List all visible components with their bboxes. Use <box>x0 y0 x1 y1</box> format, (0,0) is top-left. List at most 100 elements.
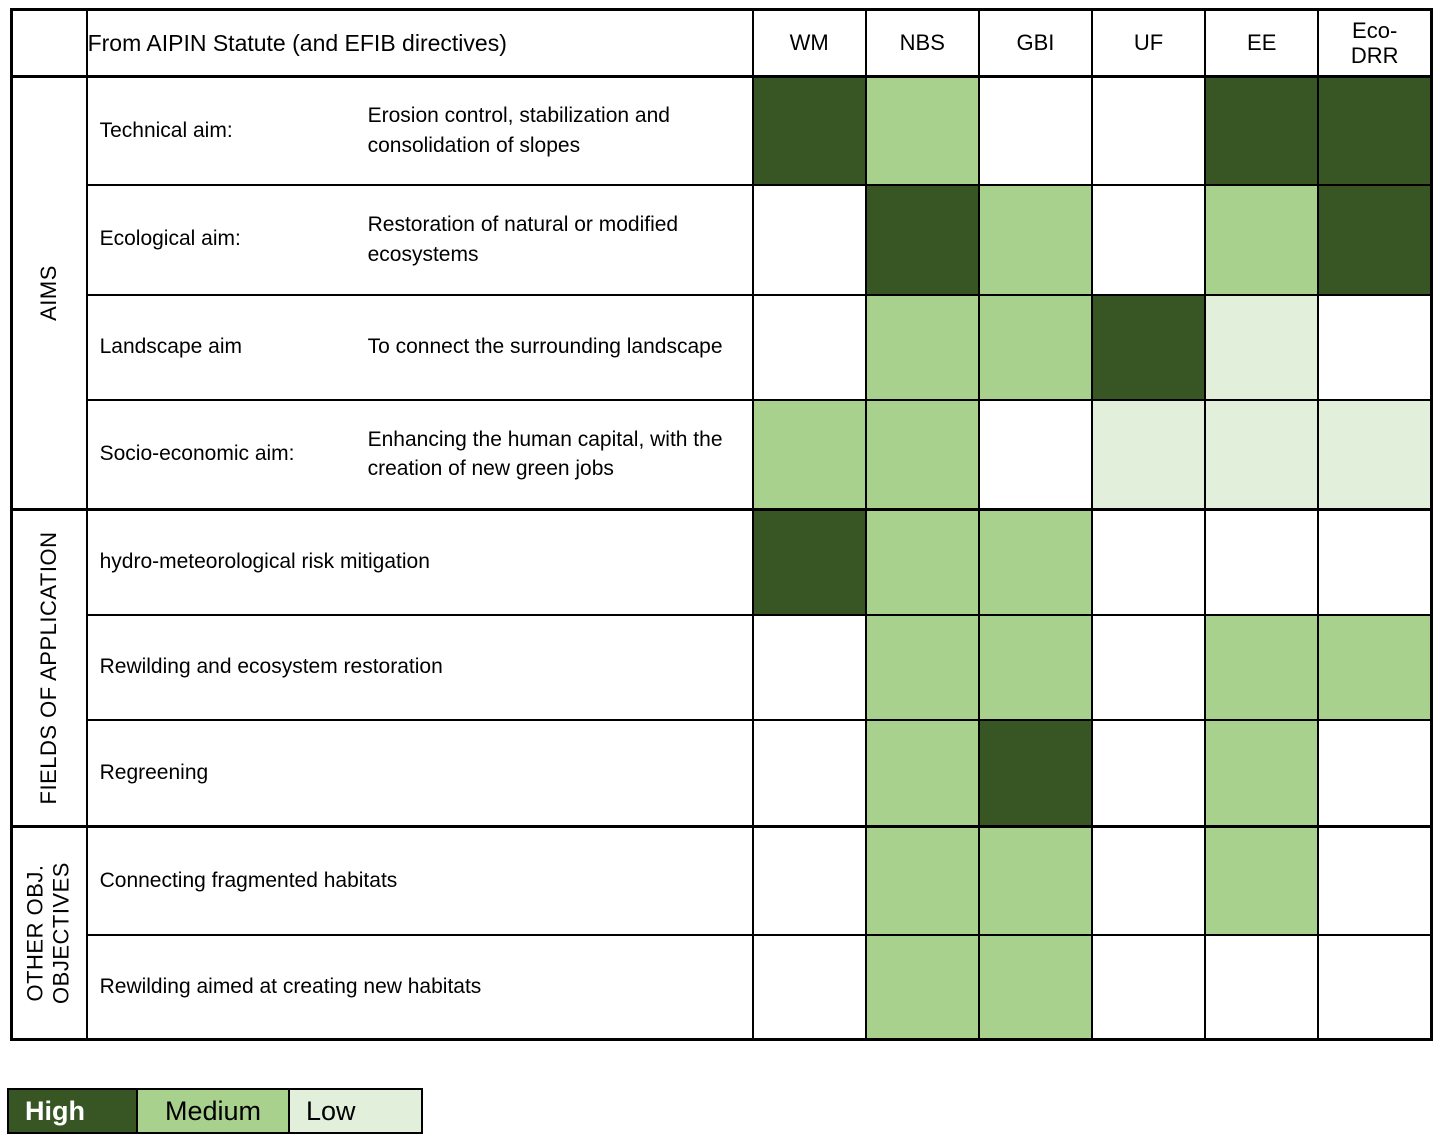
row-label: Rewilding and ecosystem restoration <box>99 654 443 678</box>
row-label-cell: Landscape aim To connect the surrounding… <box>85 293 754 401</box>
matrix-cell <box>864 718 980 828</box>
aim-label: Ecological aim: <box>99 227 241 251</box>
aim-label: Technical aim: <box>99 118 233 142</box>
aim-label: Landscape aim <box>99 334 243 358</box>
legend-item-medium: Medium <box>136 1088 290 1134</box>
table-title: From AIPIN Statute (and EFIB directives) <box>85 8 754 78</box>
matrix-cell <box>977 75 1094 186</box>
matrix-cell <box>977 825 1094 936</box>
row-label-cell: hydro-meteorological risk mitigation <box>85 508 754 616</box>
aim-description: Erosion control, stabilization and conso… <box>367 104 670 157</box>
matrix-row: Socio-economic aim: Enhancing the human … <box>12 398 1433 511</box>
matrix-cell <box>1090 718 1207 828</box>
row-label-cell: Connecting fragmented habitats <box>85 825 754 936</box>
matrix-cell <box>751 183 867 296</box>
row-label-cell: Ecological aim: Restoration of natural o… <box>85 183 754 296</box>
aim-description: Enhancing the human capital, with the cr… <box>367 427 723 481</box>
matrix-cell <box>1204 718 1320 828</box>
aim-description: To connect the surrounding landscape <box>367 335 723 359</box>
matrix-cell <box>1317 933 1433 1041</box>
matrix-cell <box>977 508 1094 616</box>
matrix-cell <box>751 825 867 936</box>
row-label-cell: Socio-economic aim: Enhancing the human … <box>85 398 754 511</box>
matrix-row: FIELDS OF APPLICATION hydro-meteorologic… <box>10 508 1433 828</box>
matrix-row: AIMS Technical aim: Erosion control, sta… <box>10 75 1433 511</box>
matrix-cell <box>864 183 980 296</box>
row-label-cell: Regreening <box>85 718 754 828</box>
matrix-cell <box>1090 933 1207 1041</box>
matrix-cell <box>1204 183 1320 296</box>
matrix-cell <box>864 398 980 511</box>
matrix-cell <box>1317 293 1433 401</box>
matrix-cell <box>1204 508 1320 616</box>
matrix-row: Rewilding and ecosystem restoration <box>12 613 1433 721</box>
matrix-cell <box>751 293 867 401</box>
matrix-cell <box>1090 825 1207 936</box>
matrix-cell <box>1090 508 1207 616</box>
matrix-cell <box>1090 398 1207 511</box>
column-header-gbi: GBI <box>977 8 1094 78</box>
matrix-cell <box>977 718 1094 828</box>
legend-label: Medium <box>164 1095 262 1126</box>
matrix-cell <box>1204 613 1320 721</box>
matrix-cell <box>864 825 980 936</box>
matrix-cell <box>864 613 980 721</box>
matrix-row: Rewilding aimed at creating new habitats <box>12 933 1433 1041</box>
matrix-cell <box>1317 183 1433 296</box>
row-label-cell: Technical aim: Erosion control, stabiliz… <box>85 75 754 186</box>
matrix-cell <box>751 613 867 721</box>
matrix-cell <box>864 508 980 616</box>
matrix-cell <box>977 398 1094 511</box>
matrix-cell <box>977 183 1094 296</box>
matrix-cell <box>1090 75 1207 186</box>
matrix-row: Landscape aim To connect the surrounding… <box>12 293 1433 401</box>
legend-item-low: Low <box>288 1088 423 1134</box>
matrix-cell <box>751 933 867 1041</box>
group-label-other-objectives: OTHER OBJ. OBJECTIVES <box>10 825 88 1041</box>
matrix-cell <box>1204 825 1320 936</box>
group-label-aims: AIMS <box>10 75 88 511</box>
aim-label: Socio-economic aim: <box>99 442 295 466</box>
row-label-cell: Rewilding and ecosystem restoration <box>85 613 754 721</box>
matrix-cell <box>751 75 867 186</box>
matrix-cell <box>751 508 867 616</box>
legend-label: Low <box>306 1095 356 1126</box>
column-header-ee: EE <box>1204 8 1320 78</box>
matrix-cell <box>751 398 867 511</box>
corner-cell <box>10 8 88 78</box>
aim-description: Restoration of natural or modified ecosy… <box>367 213 679 266</box>
column-header-uf: UF <box>1090 8 1207 78</box>
row-label: Rewilding aimed at creating new habitats <box>99 974 482 998</box>
matrix-cell <box>977 293 1094 401</box>
matrix-cell <box>977 933 1094 1041</box>
matrix-row: Ecological aim: Restoration of natural o… <box>12 183 1433 296</box>
group-label-text: FIELDS OF APPLICATION <box>36 531 62 805</box>
matrix-cell <box>1090 293 1207 401</box>
legend-label: High <box>25 1095 85 1126</box>
row-label-cell: Rewilding aimed at creating new habitats <box>85 933 754 1041</box>
row-label: Regreening <box>99 760 209 784</box>
matrix-cell <box>1317 613 1433 721</box>
matrix-cell <box>1204 75 1320 186</box>
row-label: Connecting fragmented habitats <box>99 868 398 892</box>
matrix-cell <box>1317 75 1433 186</box>
matrix-cell <box>977 613 1094 721</box>
matrix-row: OTHER OBJ. OBJECTIVES Connecting fragmen… <box>10 825 1433 1041</box>
column-header-eco-drr: Eco- DRR <box>1317 8 1433 78</box>
header-row: From AIPIN Statute (and EFIB directives)… <box>10 8 1433 78</box>
legend: High Medium Low <box>7 1088 423 1134</box>
matrix-cell <box>1090 613 1207 721</box>
matrix-cell <box>1090 183 1207 296</box>
matrix-cell <box>864 293 980 401</box>
matrix-cell <box>1317 718 1433 828</box>
matrix-table: From AIPIN Statute (and EFIB directives)… <box>10 8 1433 1041</box>
matrix-cell <box>1317 825 1433 936</box>
matrix-cell <box>1317 508 1433 616</box>
matrix-cell <box>864 933 980 1041</box>
matrix-cell <box>751 718 867 828</box>
column-header-nbs: NBS <box>864 8 980 78</box>
matrix-cell <box>1204 933 1320 1041</box>
group-label-text: OTHER OBJ. OBJECTIVES <box>22 862 75 1004</box>
matrix-row: Regreening <box>12 718 1433 828</box>
